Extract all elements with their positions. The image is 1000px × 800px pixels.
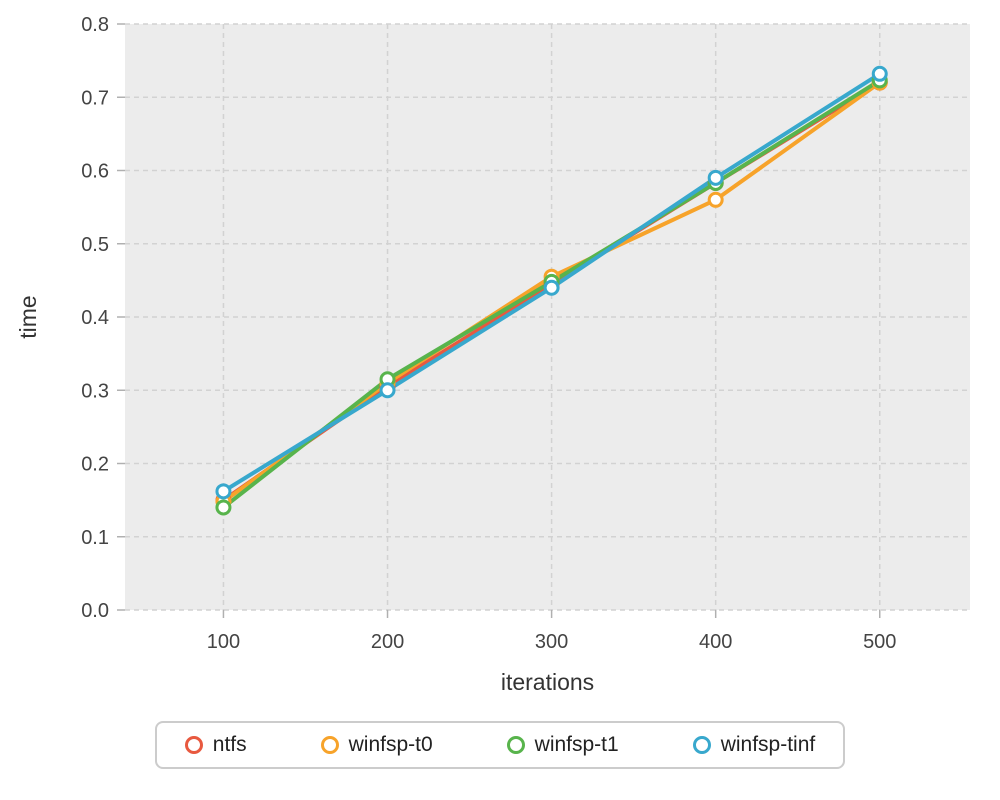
legend-marker-icon [184, 736, 203, 754]
marker-winfsp-tinf-200 [379, 382, 396, 399]
legend-wrapper: ntfs winfsp-t0 winfsp-t1 winfsp-tinf [0, 721, 1000, 769]
legend-marker-icon [692, 736, 711, 754]
y-tick-label: 0.0 [81, 600, 109, 622]
x-tick-label: 100 [207, 631, 240, 653]
y-tick-label: 0.7 [81, 87, 109, 109]
y-tick-label: 0.2 [81, 454, 109, 476]
y-tick-label: 0.5 [81, 234, 109, 256]
legend-marker-icon [506, 736, 525, 754]
legend-item-winfsp-tinf: winfsp-tinf [692, 733, 816, 757]
y-tick-label: 0.4 [81, 307, 109, 329]
y-tick-label: 0.8 [81, 14, 109, 36]
x-axis-title: iterations [501, 669, 594, 695]
marker-winfsp-t1-100 [215, 499, 232, 516]
legend-item-winfsp-t1: winfsp-t1 [506, 733, 619, 757]
legend-label: winfsp-t1 [534, 733, 619, 756]
legend-label: ntfs [212, 733, 247, 756]
x-tick-label: 400 [699, 631, 732, 653]
chart-legend: ntfs winfsp-t0 winfsp-t1 winfsp-tinf [154, 721, 846, 769]
x-tick-label: 200 [371, 631, 404, 653]
y-tick-label: 0.6 [81, 161, 109, 183]
legend-item-winfsp-t0: winfsp-t0 [320, 733, 433, 757]
legend-label: winfsp-t0 [348, 733, 433, 756]
marker-winfsp-t0-400 [707, 191, 724, 208]
legend-label: winfsp-tinf [720, 733, 816, 756]
legend-item-ntfs: ntfs [184, 733, 247, 757]
y-tick-label: 0.1 [81, 527, 109, 549]
marker-winfsp-tinf-500 [871, 65, 888, 82]
marker-winfsp-tinf-300 [543, 279, 560, 296]
chart-canvas: 0.0 0.1 0.2 0.3 0.4 0.5 0.6 0.7 0.8 100 200 300 400 5… [15, 14, 970, 695]
x-tick-label: 300 [535, 631, 568, 653]
x-tick-label: 500 [863, 631, 896, 653]
marker-winfsp-tinf-400 [707, 169, 724, 186]
marker-winfsp-tinf-100 [215, 483, 232, 500]
y-tick-label: 0.3 [81, 380, 109, 402]
legend-marker-icon [320, 736, 339, 754]
y-axis-title: time [15, 295, 41, 338]
